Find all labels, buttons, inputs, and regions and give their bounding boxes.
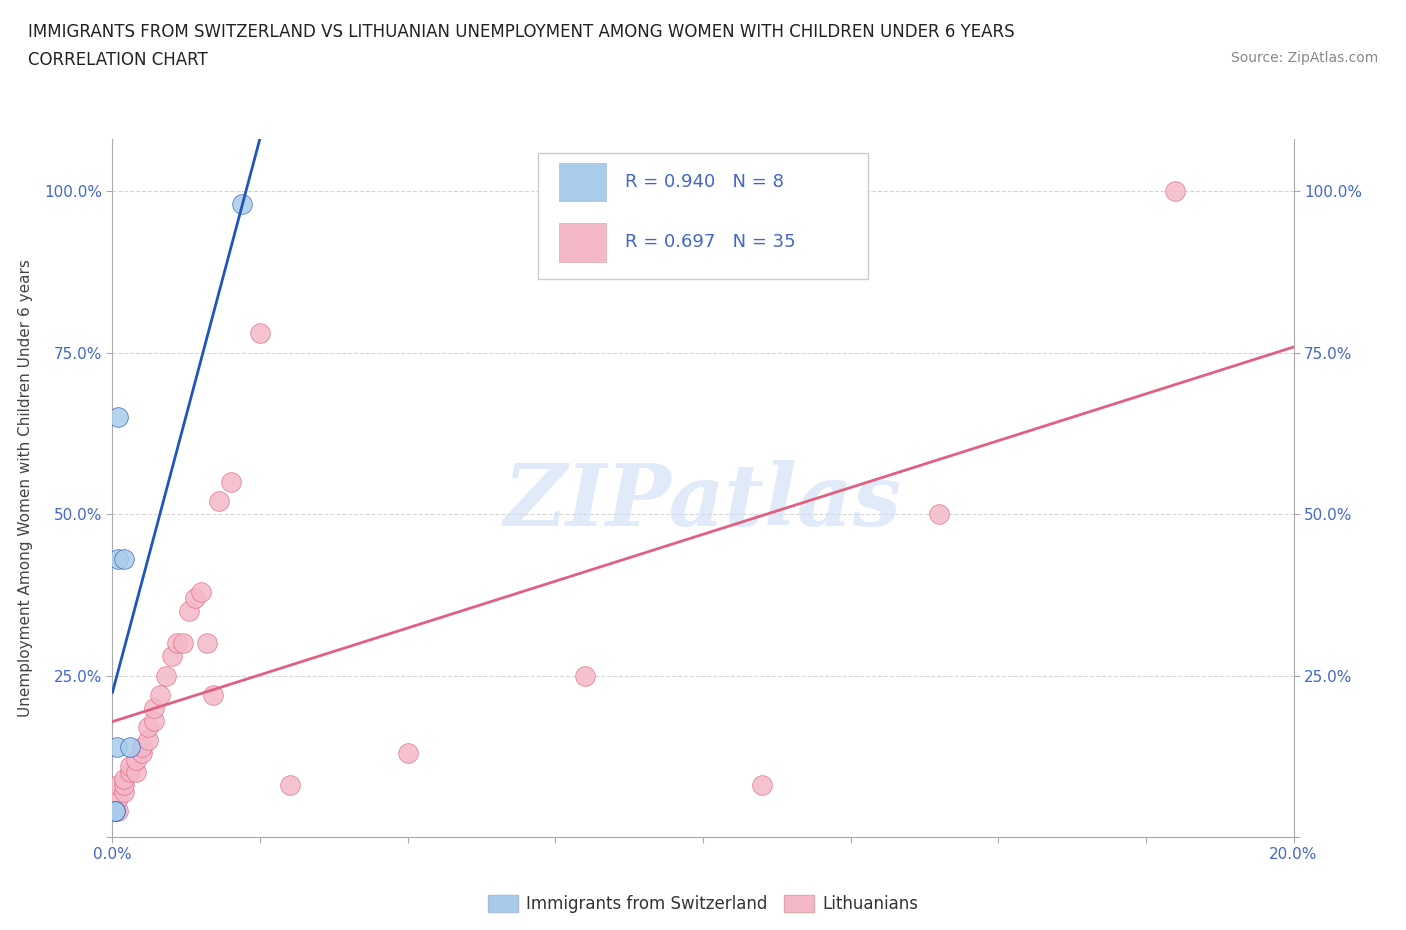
Text: R = 0.697   N = 35: R = 0.697 N = 35	[626, 233, 796, 251]
Text: ZIPatlas: ZIPatlas	[503, 460, 903, 544]
Point	[112, 777, 135, 792]
Point	[120, 765, 142, 780]
Point	[142, 713, 165, 728]
Point	[107, 790, 129, 805]
Point	[172, 636, 194, 651]
Point	[208, 494, 231, 509]
Point	[201, 687, 224, 702]
Point	[166, 636, 188, 651]
Point	[179, 604, 201, 618]
Point	[105, 739, 128, 754]
FancyBboxPatch shape	[537, 153, 869, 279]
Point	[142, 700, 165, 715]
Point	[125, 752, 148, 767]
Point	[219, 474, 242, 489]
Point	[155, 668, 177, 683]
Point	[107, 551, 129, 566]
Point	[131, 739, 153, 754]
Point	[107, 410, 129, 425]
Text: IMMIGRANTS FROM SWITZERLAND VS LITHUANIAN UNEMPLOYMENT AMONG WOMEN WITH CHILDREN: IMMIGRANTS FROM SWITZERLAND VS LITHUANIA…	[28, 23, 1015, 41]
Point	[195, 636, 218, 651]
Point	[120, 739, 142, 754]
Bar	[560, 163, 606, 201]
Point	[104, 804, 127, 818]
Y-axis label: Unemployment Among Women with Children Under 6 years: Unemployment Among Women with Children U…	[18, 259, 32, 717]
Point	[149, 687, 172, 702]
Point	[396, 746, 419, 761]
Point	[184, 591, 207, 605]
Point	[107, 804, 129, 818]
Point	[104, 804, 127, 818]
Point	[751, 777, 773, 792]
Point	[574, 668, 596, 683]
Point	[107, 777, 129, 792]
Point	[136, 720, 159, 735]
Point	[928, 507, 950, 522]
Point	[190, 584, 212, 599]
Text: CORRELATION CHART: CORRELATION CHART	[28, 51, 208, 69]
Legend: Immigrants from Switzerland, Lithuanians: Immigrants from Switzerland, Lithuanians	[481, 888, 925, 920]
Point	[120, 759, 142, 774]
Point	[112, 772, 135, 787]
Point	[136, 733, 159, 748]
Text: R = 0.940   N = 8: R = 0.940 N = 8	[626, 173, 785, 191]
Text: Source: ZipAtlas.com: Source: ZipAtlas.com	[1230, 51, 1378, 65]
Point	[160, 649, 183, 664]
Point	[112, 784, 135, 799]
Point	[131, 746, 153, 761]
Point	[249, 326, 271, 340]
Point	[112, 551, 135, 566]
Bar	[560, 223, 606, 261]
Point	[231, 196, 253, 211]
Point	[278, 777, 301, 792]
Point	[1164, 184, 1187, 199]
Point	[125, 765, 148, 780]
